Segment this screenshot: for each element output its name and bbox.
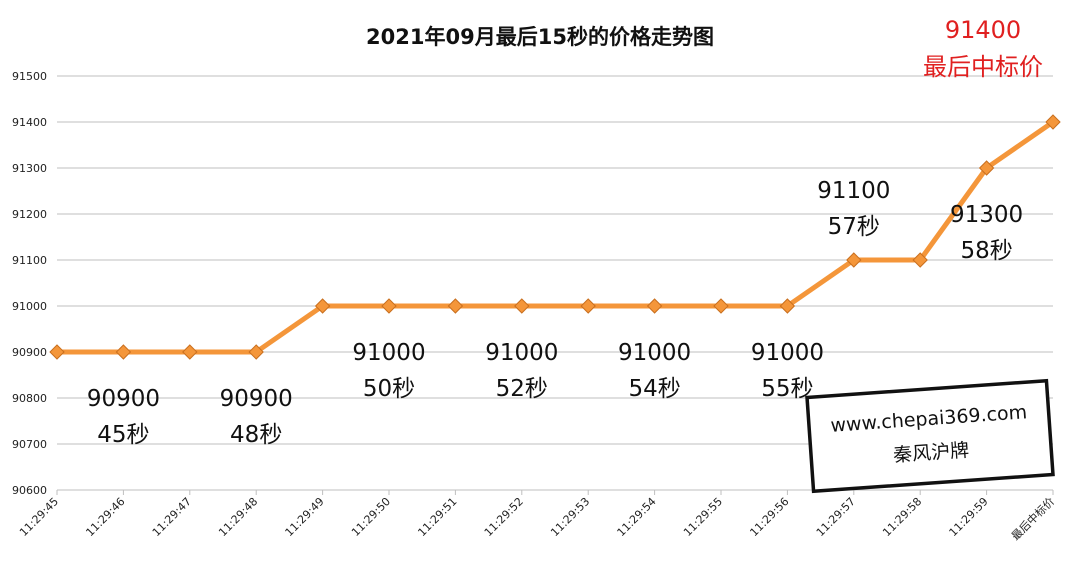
x-tick-label: 11:29:49 [283,495,327,539]
data-point-marker [314,298,331,314]
annotation-time: 55秒 [761,376,813,402]
x-tick-label: 11:29:51 [415,495,459,539]
marker-layer [49,114,1061,360]
x-tick-label: 11:29:55 [681,495,725,539]
final-price-value: 91400 [945,16,1021,44]
annotation-time: 52秒 [496,376,548,402]
data-point-marker [779,298,796,314]
data-point-marker [49,344,65,360]
data-point-marker [646,298,663,314]
annotation-time: 50秒 [363,376,415,402]
y-tick-label: 91500 [12,70,47,83]
data-point-marker [115,344,132,360]
x-tick-label: 11:29:52 [482,495,526,539]
x-tick-label: 11:29:50 [349,495,393,539]
y-tick-label: 90600 [12,484,47,497]
data-point-marker [580,298,596,314]
data-point-marker [713,298,729,314]
x-tick-label: 11:29:54 [615,495,659,539]
data-point-marker [846,252,862,268]
x-tick-label: 11:29:57 [814,495,858,539]
x-tick-label: 11:29:53 [548,495,592,539]
annotation-value: 91000 [485,340,558,366]
y-tick-label: 91300 [12,162,47,175]
annotation-time: 54秒 [628,376,680,402]
y-tick-label: 90900 [12,346,47,359]
chart-title: 2021年09月最后15秒的价格走势图 [366,25,714,49]
y-tick-label: 91200 [12,208,47,221]
annotation-time: 48秒 [230,422,282,448]
x-tick-label: 11:29:47 [150,495,194,539]
y-tick-label: 91100 [12,254,47,267]
annotation-time: 57秒 [828,214,880,240]
y-tick-label: 90700 [12,438,47,451]
x-tick-label: 11:29:48 [216,495,260,539]
watermark-border [805,378,1055,494]
y-tick-label: 90800 [12,392,47,405]
data-point-marker [514,298,530,314]
data-point-marker [182,344,198,360]
x-tick-label: 最后中标价 [1008,494,1057,543]
watermark-box: www.chepai369.com 秦风沪牌 [805,378,1055,494]
x-tick-label: 11:29:59 [947,495,991,539]
annotation-value: 91000 [751,340,824,366]
annotation-time: 45秒 [97,422,149,448]
annotation-time: 58秒 [960,238,1012,264]
y-axis-ticks: 90600 90700 90800 90900 91000 91100 91200 91300… [12,70,47,497]
x-tick-label: 11:29:58 [880,495,924,539]
annotation-value: 90900 [87,386,160,412]
annotation-value: 91000 [352,340,425,366]
annotation-value: 91300 [950,202,1023,228]
series-line [54,119,1056,355]
data-point-marker [1045,114,1061,130]
annotation-value: 91100 [817,178,890,204]
data-point-marker [447,298,464,314]
annotation-value: 90900 [220,386,293,412]
data-point-marker [912,252,928,268]
data-point-marker [381,298,397,314]
annotation-value: 91000 [618,340,691,366]
y-tick-label: 91000 [12,300,47,313]
watermark-text: 秦风沪牌 [893,439,970,466]
x-tick-label: 11:29:56 [747,495,791,539]
x-axis-ticks: 11:29:45 11:29:46 11:29:47 11:29:48 11:29:49… [17,490,1057,543]
x-tick-label: 11:29:46 [83,495,127,539]
data-point-marker [248,344,264,360]
final-price-label: 最后中标价 [923,53,1043,81]
data-point-marker [978,160,995,176]
annotation-layer: 90900 45秒 90900 48秒 91000 50秒 91000 52秒 91000 54秒… [87,178,1023,448]
y-tick-label: 91400 [12,116,47,129]
x-tick-label: 11:29:45 [17,495,61,539]
series-line-layer [54,119,1056,355]
